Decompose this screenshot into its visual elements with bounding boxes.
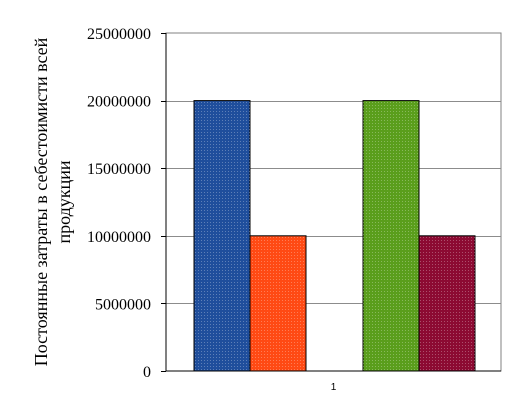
y-axis-title-line: продукции	[54, 160, 74, 243]
y-tick-label: 20000000	[87, 94, 151, 111]
y-tick-labels: 0 5000000 10000000 15000000 20000000 25000000	[87, 26, 166, 381]
y-tick-label: 0	[143, 364, 151, 381]
bar-series-1	[193, 100, 251, 372]
y-tick-label: 25000000	[87, 26, 151, 43]
y-tick-label: 5000000	[95, 296, 151, 313]
y-axis-title-line: Постоянные затраты в себестоимисти всей	[31, 37, 51, 366]
bar-series-4	[418, 235, 476, 372]
y-axis-title: Постоянные затраты в себестоимисти всей п…	[31, 37, 74, 366]
y-tick-label: 10000000	[87, 229, 151, 246]
x-tick-labels: 1	[331, 382, 337, 393]
bar-series-2	[249, 235, 307, 372]
y-tick-label: 15000000	[87, 161, 151, 178]
x-tick-label: 1	[331, 382, 337, 393]
bar-series-3	[362, 100, 420, 372]
